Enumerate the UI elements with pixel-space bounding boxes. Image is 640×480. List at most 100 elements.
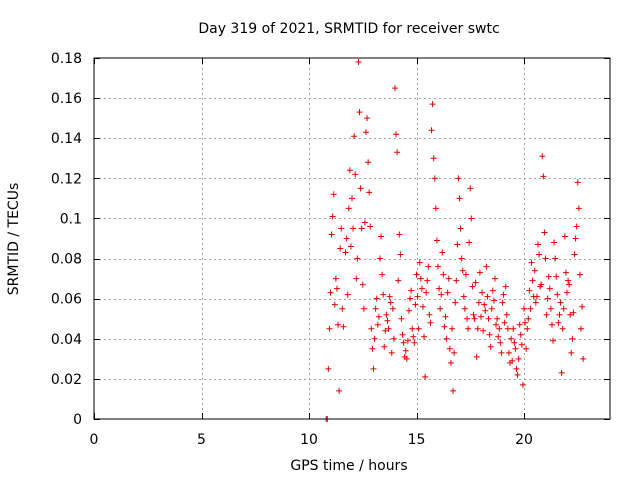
data-point [337,245,344,252]
data-point [407,295,414,302]
data-point [574,179,581,186]
data-point [441,323,448,330]
data-point [497,339,504,346]
data-point [552,255,559,262]
data-point [353,275,360,282]
data-point [386,293,393,300]
data-point [500,291,507,298]
data-point [355,59,362,66]
data-point [424,277,431,284]
data-point [544,295,551,302]
data-point [564,289,570,296]
data-point [415,325,422,332]
data-point [451,349,458,356]
data-point [560,305,567,312]
data-point [551,239,558,246]
data-point [354,255,361,262]
data-point [498,349,505,356]
data-point [508,335,515,342]
data-point [569,335,576,342]
data-point [575,205,582,212]
data-point [378,233,385,240]
data-point [367,223,374,230]
data-point [501,319,508,326]
grid-lines [94,58,610,419]
data-point [327,289,334,296]
data-point [332,275,339,282]
y-tick-label: 0.12 [51,171,82,187]
data-point [414,293,421,300]
data-point [436,285,443,292]
data-point [573,223,580,230]
data-point [545,273,552,280]
data-point [413,271,420,278]
data-point [469,283,476,290]
data-point [556,311,563,318]
data-point [439,249,446,256]
data-point [339,305,346,312]
data-point [419,303,426,310]
data-point [398,315,405,322]
data-point [461,305,468,312]
data-point [568,349,575,356]
y-tick-label: 0.1 [60,211,82,227]
data-point [473,353,480,360]
data-point [326,325,333,332]
data-point [397,251,404,258]
data-point [360,305,367,312]
data-point [525,315,532,322]
data-point [416,259,423,266]
data-point [471,315,478,322]
data-point [478,313,484,320]
data-point [491,275,498,282]
x-tick-label: 0 [90,432,99,448]
data-point [331,301,338,308]
data-point [474,325,481,332]
data-point [328,231,335,238]
data-point [485,315,492,322]
data-point [442,313,449,320]
data-point [467,185,474,192]
data-point [531,267,538,274]
data-point [476,269,483,276]
x-tick-label: 20 [515,432,533,448]
data-point [538,281,545,288]
data-point [340,323,347,330]
data-point [580,355,587,362]
data-point [540,173,547,180]
data-point [518,341,525,348]
data-point [376,255,383,262]
data-point [514,371,521,378]
data-point [570,309,577,316]
data-point [558,369,565,376]
data-point [459,267,466,274]
data-point [418,285,425,292]
data-point [370,365,377,372]
data-point [521,305,527,312]
data-point [534,241,541,248]
data-point [454,241,461,248]
data-point [390,335,397,342]
data-point [524,325,531,332]
data-point [393,131,400,138]
data-point [336,387,343,394]
data-point [480,327,487,334]
data-point [519,381,526,388]
data-point [387,299,394,306]
data-point [330,191,337,198]
data-point [423,289,430,296]
data-point [408,287,415,294]
data-point [550,337,557,344]
data-point [431,175,438,182]
data-point [470,311,477,318]
data-point [529,277,536,284]
data-point [425,263,432,270]
x-axis-label: GPS time / hours [290,458,407,474]
data-point [422,373,429,380]
data-point [483,263,490,270]
data-point [381,343,388,350]
data-point [369,345,376,352]
data-point [495,333,502,340]
data-point [389,305,396,312]
